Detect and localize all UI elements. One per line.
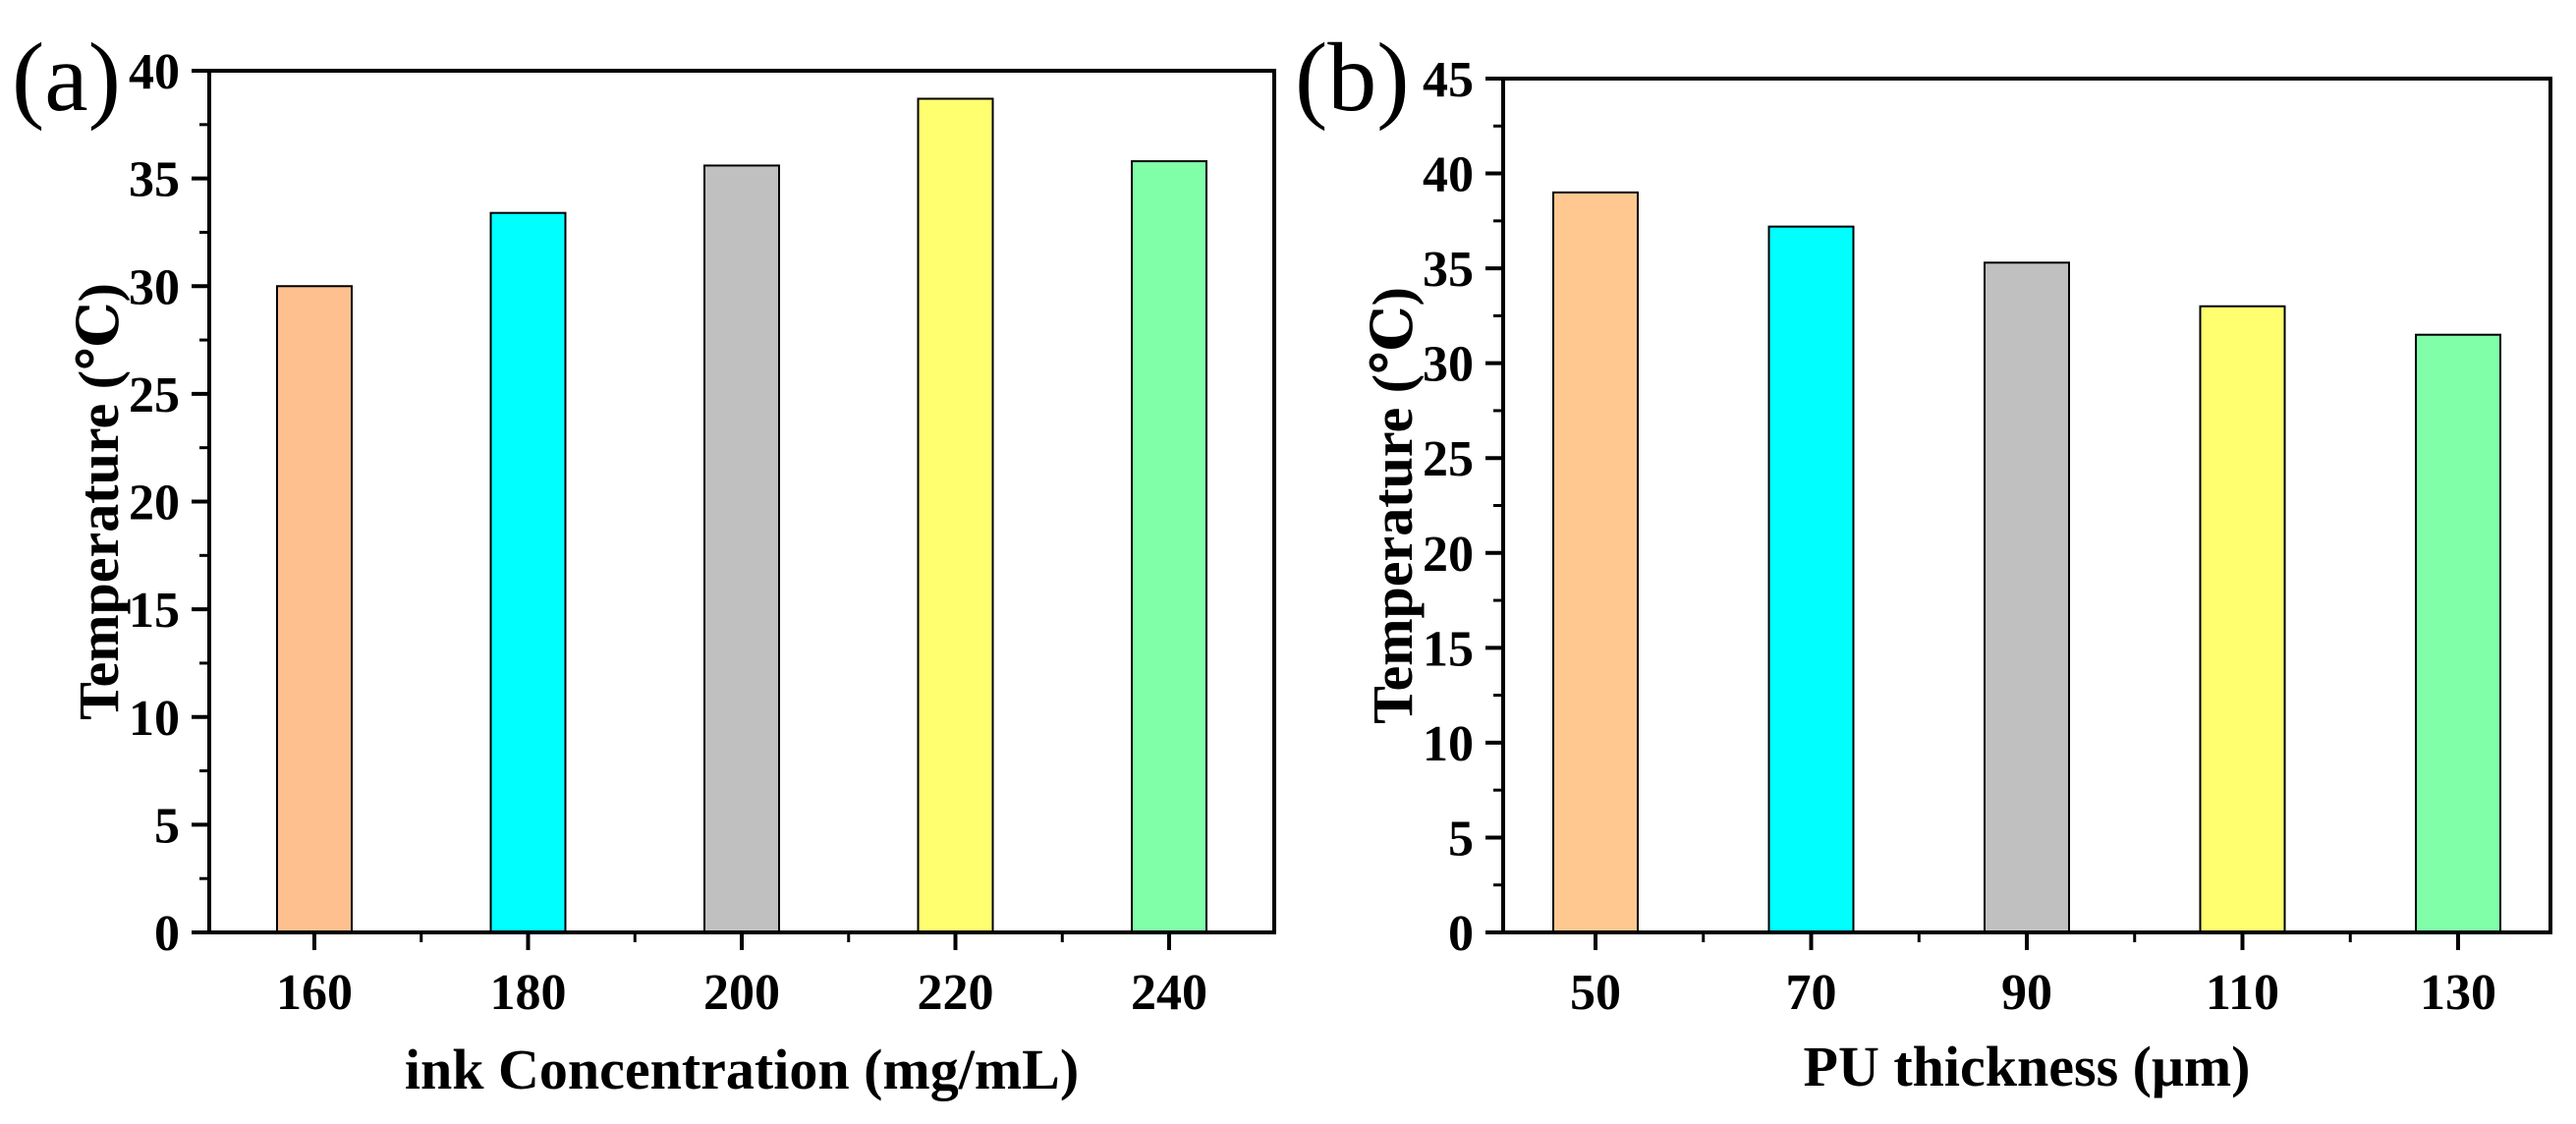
ytick-label-a-25: 25 bbox=[129, 367, 180, 423]
ytick-label-b-5: 5 bbox=[1448, 811, 1474, 867]
xtick-label-a-160: 160 bbox=[276, 965, 353, 1021]
xtick-label-a-200: 200 bbox=[703, 965, 780, 1021]
bar-b-110 bbox=[2199, 305, 2286, 933]
ytick-label-b-35: 35 bbox=[1423, 242, 1474, 298]
panel-label-b: (b) bbox=[1295, 23, 1410, 132]
ytick-label-a-10: 10 bbox=[129, 691, 180, 747]
xtick-label-a-180: 180 bbox=[490, 965, 567, 1021]
bar-a-160 bbox=[276, 285, 353, 933]
chart-b: (b) 0 5 10 15 20 25 30 35 40 45 50 70 90 110 130 PU thic… bbox=[1295, 23, 2552, 1098]
xtick-label-a-240: 240 bbox=[1131, 965, 1207, 1021]
xtick-label-b-130: 130 bbox=[2420, 965, 2496, 1021]
ytick-label-a-40: 40 bbox=[129, 44, 180, 100]
ytick-label-a-0: 0 bbox=[154, 906, 180, 962]
x-axis-title-a: ink Concentration (mg/mL) bbox=[405, 1038, 1079, 1101]
ytick-label-a-15: 15 bbox=[129, 583, 180, 639]
y-axis-title-b: Temperature (℃) bbox=[1361, 287, 1425, 724]
ytick-label-b-25: 25 bbox=[1423, 431, 1474, 487]
x-axis-title-b: PU thickness (μm) bbox=[1804, 1035, 2251, 1098]
bar-b-70 bbox=[1767, 225, 1855, 934]
xtick-label-b-110: 110 bbox=[2206, 965, 2279, 1021]
ytick-label-a-30: 30 bbox=[129, 259, 180, 315]
ytick-label-b-40: 40 bbox=[1423, 147, 1474, 203]
ytick-label-b-45: 45 bbox=[1423, 52, 1474, 108]
xtick-label-a-220: 220 bbox=[918, 965, 994, 1021]
xtick-label-b-50: 50 bbox=[1570, 965, 1621, 1021]
bar-a-200 bbox=[703, 164, 780, 934]
chart-a: (a) 0 5 10 15 20 25 30 35 40 160 180 200 220 240 ink Co… bbox=[12, 23, 1276, 1101]
bar-a-180 bbox=[489, 211, 567, 933]
xtick-label-b-90: 90 bbox=[2001, 965, 2052, 1021]
ytick-label-b-20: 20 bbox=[1423, 527, 1474, 583]
ytick-label-a-35: 35 bbox=[129, 152, 180, 208]
ytick-label-b-10: 10 bbox=[1423, 716, 1474, 772]
ytick-label-a-5: 5 bbox=[154, 798, 180, 854]
panel-label-a: (a) bbox=[12, 23, 121, 132]
ytick-label-b-15: 15 bbox=[1423, 621, 1474, 677]
ytick-label-a-20: 20 bbox=[129, 476, 180, 532]
bar-b-50 bbox=[1552, 191, 1639, 934]
y-axis-title-a: Temperature (℃) bbox=[67, 283, 131, 720]
bar-b-90 bbox=[1984, 261, 2070, 934]
ytick-label-b-0: 0 bbox=[1448, 906, 1474, 962]
ytick-label-b-30: 30 bbox=[1423, 337, 1474, 393]
xtick-label-b-70: 70 bbox=[1786, 965, 1837, 1021]
bar-b-130 bbox=[2415, 333, 2501, 933]
bar-a-240 bbox=[1131, 160, 1207, 933]
bar-a-220 bbox=[917, 97, 994, 933]
